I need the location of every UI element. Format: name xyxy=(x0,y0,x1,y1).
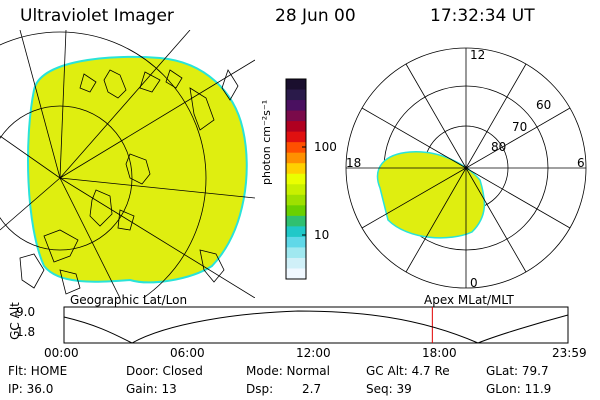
status-seq: Seq: 39 xyxy=(366,382,412,396)
status-gain: Gain: 13 xyxy=(126,382,177,396)
colour-scale-cell xyxy=(286,247,306,259)
colour-scale-bar xyxy=(286,79,306,280)
colour-scale-cell xyxy=(286,163,306,175)
altitude-tick-high: 9.0 xyxy=(16,305,36,319)
magnetic-polar-image xyxy=(345,47,587,289)
mlat-label-70: 70 xyxy=(512,120,528,134)
colour-scale-cell xyxy=(286,184,306,196)
mlt-label-18: 18 xyxy=(346,156,362,170)
auroral-emission-region xyxy=(27,55,248,284)
time-tick-2359: 23:59 xyxy=(552,346,587,360)
colour-scale-cell xyxy=(286,205,306,217)
observation-time: 17:32:34 UT xyxy=(430,6,535,26)
colour-scale-cell xyxy=(286,194,306,206)
colour-scale-tick-10: 10 xyxy=(314,228,330,242)
status-gc-alt: GC Alt: 4.7 Re xyxy=(366,364,450,378)
altitude-tick-low: 1.8 xyxy=(16,325,36,339)
instrument-title: Ultraviolet Imager xyxy=(20,6,174,26)
orbit-altitude-curve xyxy=(63,310,569,344)
mlat-label-80: 80 xyxy=(491,140,507,154)
colour-scale-cell xyxy=(286,110,306,122)
mlt-label-12: 12 xyxy=(470,48,486,62)
mlat-label-60: 60 xyxy=(536,98,552,112)
colour-scale-cell xyxy=(286,173,306,185)
time-tick-0000: 00:00 xyxy=(44,346,79,360)
status-mode: Mode: Normal xyxy=(246,364,330,378)
coastlines xyxy=(19,69,239,295)
observation-date: 28 Jun 00 xyxy=(275,6,356,26)
geographic-image xyxy=(0,30,255,298)
geographic-panel-label: Geographic Lat/Lon xyxy=(70,293,188,307)
lat-lon-grid xyxy=(0,30,255,298)
colour-scale-cell xyxy=(286,142,306,154)
status-dsp-label: Dsp: xyxy=(246,382,274,396)
colour-scale-cell xyxy=(286,131,306,143)
colour-scale-cell xyxy=(286,257,306,269)
time-tick-1200: 12:00 xyxy=(296,346,331,360)
colour-scale-cell xyxy=(286,89,306,101)
status-glat: GLat: 79.7 xyxy=(486,364,549,378)
status-door: Door: Closed xyxy=(126,364,203,378)
colour-scale-cell xyxy=(286,226,306,238)
colour-scale-cell xyxy=(286,100,306,112)
colour-scale-cell xyxy=(286,268,306,280)
mlt-label-6: 6 xyxy=(577,156,585,170)
altitude-plot xyxy=(63,306,569,344)
status-ip: IP: 36.0 xyxy=(8,382,54,396)
altitude-plot-frame xyxy=(63,306,569,344)
colour-scale-cell xyxy=(286,236,306,248)
colour-scale: photon cm⁻²s⁻¹ xyxy=(262,78,307,280)
time-tick-1800: 18:00 xyxy=(422,346,457,360)
status-glon: GLon: 11.9 xyxy=(486,382,552,396)
mlt-label-0: 0 xyxy=(470,276,478,290)
colour-scale-cell xyxy=(286,121,306,133)
status-dsp-value: 2.7 xyxy=(302,382,322,396)
polar-grid xyxy=(345,47,587,289)
auroral-oval xyxy=(376,151,486,239)
colour-scale-cell xyxy=(286,79,306,91)
status-filter: Flt: HOME xyxy=(8,364,68,378)
colour-scale-tick-100: 100 xyxy=(314,140,337,154)
colour-scale-label: photon cm⁻²s⁻¹ xyxy=(262,100,273,185)
time-tick-0600: 06:00 xyxy=(170,346,205,360)
colour-scale-cell xyxy=(286,215,306,227)
colour-scale-cell xyxy=(286,152,306,164)
magnetic-panel-label: Apex MLat/MLT xyxy=(424,293,514,307)
